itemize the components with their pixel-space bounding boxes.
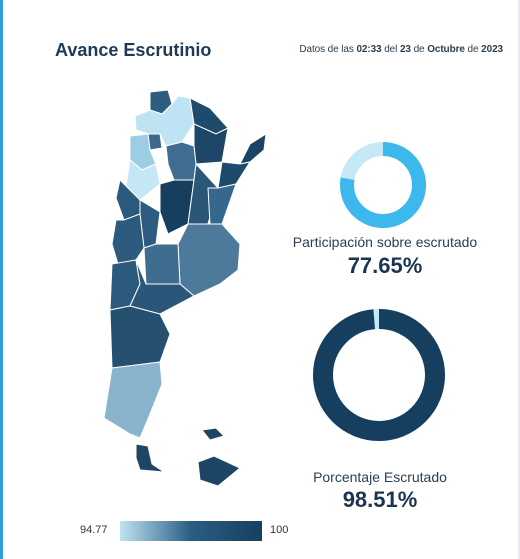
participation-value: 77.65% bbox=[347, 253, 423, 278]
participation-arc bbox=[340, 142, 426, 228]
timestamp-day: 23 bbox=[399, 44, 411, 55]
province-buenosaires[interactable] bbox=[177, 223, 241, 297]
legend-gradient-bar bbox=[120, 521, 262, 541]
province-rionegro[interactable] bbox=[129, 259, 195, 315]
timestamp-prefix: Datos de las bbox=[299, 44, 354, 55]
province-chubut[interactable] bbox=[109, 305, 171, 369]
province-tierradelfuego[interactable] bbox=[135, 443, 165, 473]
province-entrerios[interactable] bbox=[207, 183, 237, 225]
timestamp-time: 02:33 bbox=[356, 44, 382, 55]
province-santacruz[interactable] bbox=[103, 361, 163, 439]
islands-malvinas bbox=[201, 427, 225, 441]
islands-south bbox=[197, 455, 241, 487]
province-lapampa[interactable] bbox=[143, 243, 181, 285]
escrutado-arc bbox=[313, 309, 445, 441]
escrutado-value: 98.51% bbox=[342, 487, 418, 512]
participation-label: Participación sobre escrutado bbox=[292, 234, 478, 250]
timestamp-de2: de bbox=[467, 44, 479, 55]
province-santiago[interactable] bbox=[165, 141, 197, 181]
left-accent-bar bbox=[0, 0, 3, 559]
timestamp-year: 2023 bbox=[481, 44, 503, 55]
argentina-map bbox=[103, 89, 267, 487]
timestamp-de: de bbox=[413, 44, 425, 55]
province-misiones[interactable] bbox=[239, 133, 267, 165]
province-mendoza[interactable] bbox=[111, 213, 145, 265]
legend-max: 100 bbox=[270, 524, 289, 536]
timestamp-month: Octubre bbox=[427, 44, 465, 55]
escrutado-donut bbox=[313, 309, 445, 441]
page-title: Avance Escrutinio bbox=[55, 40, 212, 60]
right-divider bbox=[518, 0, 520, 559]
participation-donut bbox=[340, 142, 426, 228]
legend-min: 94.77 bbox=[80, 524, 108, 536]
escrutado-label: Porcentaje Escrutado bbox=[313, 469, 447, 485]
province-corrientes[interactable] bbox=[217, 161, 252, 189]
timestamp-del: del bbox=[384, 44, 398, 55]
data-timestamp: Datos de las 02:33 del 23 de Octubre de … bbox=[299, 44, 503, 55]
